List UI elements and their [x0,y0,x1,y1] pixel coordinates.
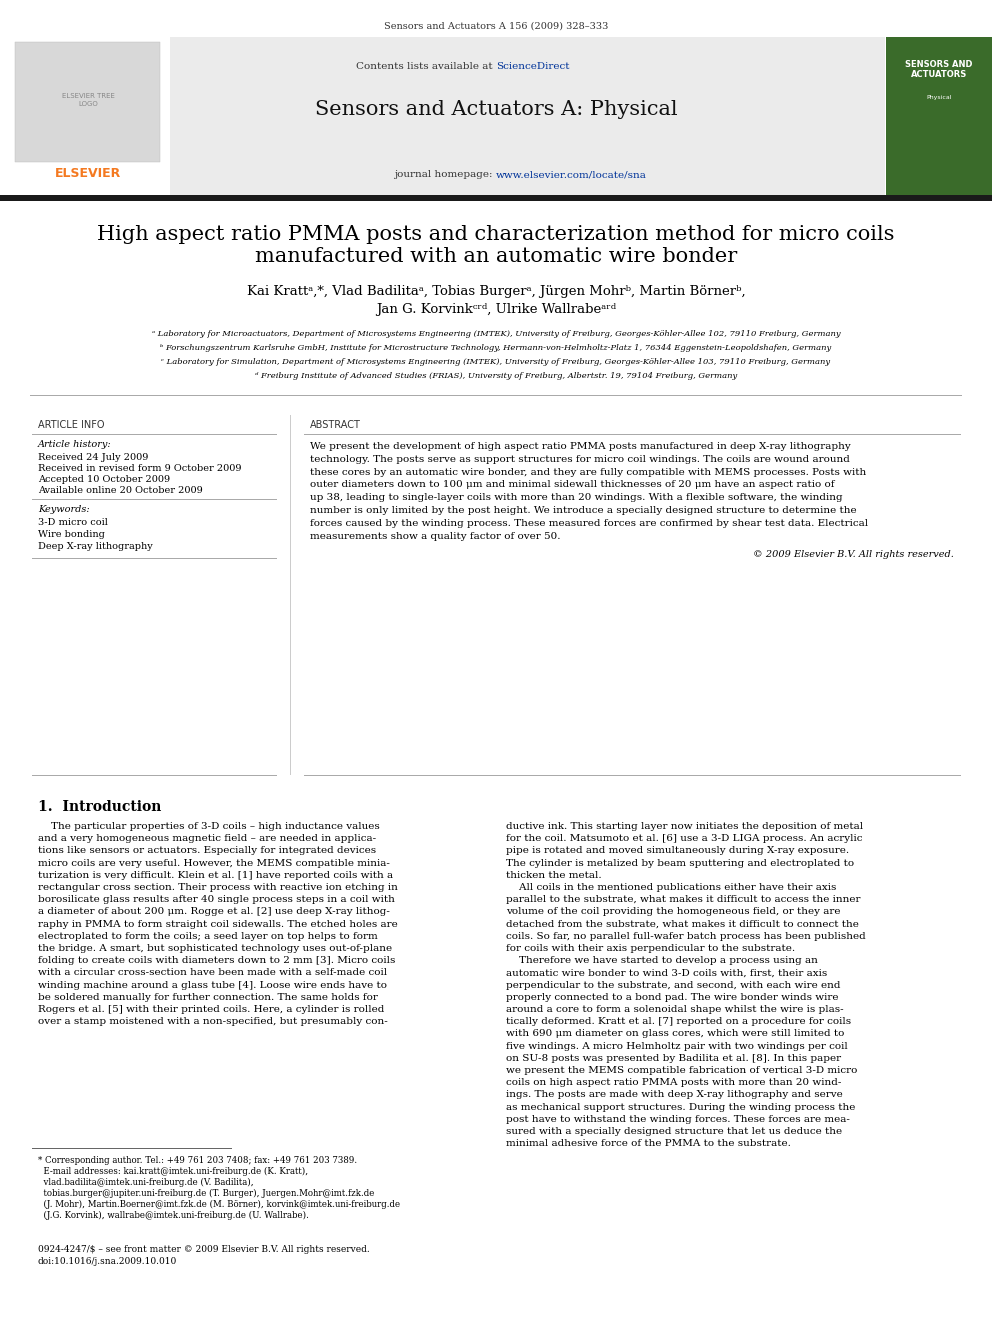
Text: tically deformed. Kratt et al. [7] reported on a procedure for coils: tically deformed. Kratt et al. [7] repor… [506,1017,851,1027]
Text: folding to create coils with diameters down to 2 mm [3]. Micro coils: folding to create coils with diameters d… [38,957,396,966]
Text: vlad.badilita@imtek.uni-freiburg.de (V. Badilita),: vlad.badilita@imtek.uni-freiburg.de (V. … [38,1177,254,1187]
Text: for coils with their axis perpendicular to the substrate.: for coils with their axis perpendicular … [506,945,796,953]
Text: Kai Krattᵃ,*, Vlad Badilitaᵃ, Tobias Burgerᵃ, Jürgen Mohrᵇ, Martin Börnerᵇ,: Kai Krattᵃ,*, Vlad Badilitaᵃ, Tobias Bur… [247,284,745,298]
Text: Article history:: Article history: [38,441,112,448]
Text: Received 24 July 2009: Received 24 July 2009 [38,452,149,462]
Text: (J.G. Korvink), wallrabe@imtek.uni-freiburg.de (U. Wallrabe).: (J.G. Korvink), wallrabe@imtek.uni-freib… [38,1211,309,1220]
Text: with a circular cross-section have been made with a self-made coil: with a circular cross-section have been … [38,968,387,978]
Text: sured with a specially designed structure that let us deduce the: sured with a specially designed structur… [506,1127,842,1136]
Text: Keywords:: Keywords: [38,505,89,515]
Text: number is only limited by the post height. We introduce a specially designed str: number is only limited by the post heigh… [310,505,857,515]
Text: ᵇ Forschungszentrum Karlsruhe GmbH, Institute for Microstructure Technology, Her: ᵇ Forschungszentrum Karlsruhe GmbH, Inst… [161,344,831,352]
Text: a diameter of about 200 μm. Rogge et al. [2] use deep X-ray lithog-: a diameter of about 200 μm. Rogge et al.… [38,908,390,917]
Text: ings. The posts are made with deep X-ray lithography and serve: ings. The posts are made with deep X-ray… [506,1090,843,1099]
Text: High aspect ratio PMMA posts and characterization method for micro coils: High aspect ratio PMMA posts and charact… [97,225,895,243]
Text: winding machine around a glass tube [4]. Loose wire ends have to: winding machine around a glass tube [4].… [38,980,387,990]
Text: Wire bonding: Wire bonding [38,531,105,538]
Text: borosilicate glass results after 40 single process steps in a coil with: borosilicate glass results after 40 sing… [38,896,395,904]
Text: around a core to form a solenoidal shape whilst the wire is plas-: around a core to form a solenoidal shape… [506,1005,843,1013]
Text: pipe is rotated and moved simultaneously during X-ray exposure.: pipe is rotated and moved simultaneously… [506,847,849,856]
Text: raphy in PMMA to form straight coil sidewalls. The etched holes are: raphy in PMMA to form straight coil side… [38,919,398,929]
Text: © 2009 Elsevier B.V. All rights reserved.: © 2009 Elsevier B.V. All rights reserved… [753,550,954,560]
Text: ductive ink. This starting layer now initiates the deposition of metal: ductive ink. This starting layer now ini… [506,822,863,831]
Text: 0924-4247/$ – see front matter © 2009 Elsevier B.V. All rights reserved.: 0924-4247/$ – see front matter © 2009 El… [38,1245,370,1254]
Text: Accepted 10 October 2009: Accepted 10 October 2009 [38,475,170,484]
Text: tions like sensors or actuators. Especially for integrated devices: tions like sensors or actuators. Especia… [38,847,376,856]
Text: micro coils are very useful. However, the MEMS compatible minia-: micro coils are very useful. However, th… [38,859,390,868]
Text: Rogers et al. [5] with their printed coils. Here, a cylinder is rolled: Rogers et al. [5] with their printed coi… [38,1005,384,1013]
Text: parallel to the substrate, what makes it difficult to access the inner: parallel to the substrate, what makes it… [506,896,860,904]
Text: journal homepage:: journal homepage: [394,169,496,179]
Text: ᵃ Laboratory for Microactuators, Department of Microsystems Engineering (IMTEK),: ᵃ Laboratory for Microactuators, Departm… [152,329,840,337]
Text: five windings. A micro Helmholtz pair with two windings per coil: five windings. A micro Helmholtz pair wi… [506,1041,848,1050]
Text: be soldered manually for further connection. The same holds for: be soldered manually for further connect… [38,992,378,1002]
Text: Therefore we have started to develop a process using an: Therefore we have started to develop a p… [506,957,817,966]
Text: measurements show a quality factor of over 50.: measurements show a quality factor of ov… [310,532,560,541]
Text: Jan G. Korvinkᶜʳᵈ, Ulrike Wallrabeᵃʳᵈ: Jan G. Korvinkᶜʳᵈ, Ulrike Wallrabeᵃʳᵈ [376,303,616,316]
Text: ELSEVIER: ELSEVIER [55,167,121,180]
Text: manufactured with an automatic wire bonder: manufactured with an automatic wire bond… [255,247,737,266]
Text: All coils in the mentioned publications either have their axis: All coils in the mentioned publications … [506,882,836,892]
Text: turization is very difficult. Klein et al. [1] have reported coils with a: turization is very difficult. Klein et a… [38,871,393,880]
Text: perpendicular to the substrate, and second, with each wire end: perpendicular to the substrate, and seco… [506,980,840,990]
Text: outer diameters down to 100 μm and minimal sidewall thicknesses of 20 μm have an: outer diameters down to 100 μm and minim… [310,480,834,490]
Text: Received in revised form 9 October 2009: Received in revised form 9 October 2009 [38,464,241,474]
Text: over a stamp moistened with a non-specified, but presumably con-: over a stamp moistened with a non-specif… [38,1017,388,1027]
Text: detached from the substrate, what makes it difficult to connect the: detached from the substrate, what makes … [506,919,859,929]
Text: properly connected to a bond pad. The wire bonder winds wire: properly connected to a bond pad. The wi… [506,992,838,1002]
Text: ScienceDirect: ScienceDirect [496,62,569,71]
Text: Sensors and Actuators A: Physical: Sensors and Actuators A: Physical [314,101,678,119]
Text: www.elsevier.com/locate/sna: www.elsevier.com/locate/sna [496,169,647,179]
Text: electroplated to form the coils; a seed layer on top helps to form: electroplated to form the coils; a seed … [38,931,378,941]
Text: SENSORS AND
ACTUATORS: SENSORS AND ACTUATORS [906,60,973,79]
Text: Contents lists available at: Contents lists available at [356,62,496,71]
Text: The cylinder is metalized by beam sputtering and electroplated to: The cylinder is metalized by beam sputte… [506,859,854,868]
Text: Sensors and Actuators A 156 (2009) 328–333: Sensors and Actuators A 156 (2009) 328–3… [384,22,608,30]
Text: up 38, leading to single-layer coils with more than 20 windings. With a flexible: up 38, leading to single-layer coils wit… [310,493,842,503]
Text: 3-D micro coil: 3-D micro coil [38,519,108,527]
Text: ᵈ Freiburg Institute of Advanced Studies (FRIAS), University of Freiburg, Albert: ᵈ Freiburg Institute of Advanced Studies… [255,372,737,380]
Text: coils on high aspect ratio PMMA posts with more than 20 wind-: coils on high aspect ratio PMMA posts wi… [506,1078,841,1088]
Text: The particular properties of 3-D coils – high inductance values: The particular properties of 3-D coils –… [38,822,380,831]
Text: the bridge. A smart, but sophisticated technology uses out-of-plane: the bridge. A smart, but sophisticated t… [38,945,392,953]
Text: We present the development of high aspect ratio PMMA posts manufactured in deep : We present the development of high aspec… [310,442,851,451]
Text: automatic wire bonder to wind 3-D coils with, first, their axis: automatic wire bonder to wind 3-D coils … [506,968,827,978]
Text: minimal adhesive force of the PMMA to the substrate.: minimal adhesive force of the PMMA to th… [506,1139,791,1148]
Text: as mechanical support structures. During the winding process the: as mechanical support structures. During… [506,1102,855,1111]
Text: ELSEVIER TREE
LOGO: ELSEVIER TREE LOGO [62,94,114,106]
Text: volume of the coil providing the homogeneous field, or they are: volume of the coil providing the homogen… [506,908,840,917]
Text: post have to withstand the winding forces. These forces are mea-: post have to withstand the winding force… [506,1115,850,1123]
Text: forces caused by the winding process. These measured forces are confirmed by she: forces caused by the winding process. Th… [310,519,868,528]
Text: these cores by an automatic wire bonder, and they are fully compatible with MEMS: these cores by an automatic wire bonder,… [310,467,866,476]
Text: (J. Mohr), Martin.Boerner@imt.fzk.de (M. Börner), korvink@imtek.uni-freiburg.de: (J. Mohr), Martin.Boerner@imt.fzk.de (M.… [38,1200,400,1209]
Text: rectangular cross section. Their process with reactive ion etching in: rectangular cross section. Their process… [38,882,398,892]
Text: E-mail addresses: kai.kratt@imtek.uni-freiburg.de (K. Kratt),: E-mail addresses: kai.kratt@imtek.uni-fr… [38,1167,309,1176]
Text: tobias.burger@jupiter.uni-freiburg.de (T. Burger), Juergen.Mohr@imt.fzk.de: tobias.burger@jupiter.uni-freiburg.de (T… [38,1189,374,1199]
Text: Deep X-ray lithography: Deep X-ray lithography [38,542,153,550]
Text: Available online 20 October 2009: Available online 20 October 2009 [38,486,202,495]
Text: ARTICLE INFO: ARTICLE INFO [38,419,104,430]
Text: 1.  Introduction: 1. Introduction [38,800,162,814]
Text: ᶜ Laboratory for Simulation, Department of Microsystems Engineering (IMTEK), Uni: ᶜ Laboratory for Simulation, Department … [162,359,830,366]
Text: thicken the metal.: thicken the metal. [506,871,601,880]
Text: Physical: Physical [927,95,951,101]
Text: * Corresponding author. Tel.: +49 761 203 7408; fax: +49 761 203 7389.: * Corresponding author. Tel.: +49 761 20… [38,1156,357,1166]
Text: for the coil. Matsumoto et al. [6] use a 3-D LIGA process. An acrylic: for the coil. Matsumoto et al. [6] use a… [506,835,862,843]
Text: coils. So far, no parallel full-wafer batch process has been published: coils. So far, no parallel full-wafer ba… [506,931,866,941]
Text: with 690 μm diameter on glass cores, which were still limited to: with 690 μm diameter on glass cores, whi… [506,1029,844,1039]
Text: technology. The posts serve as support structures for micro coil windings. The c: technology. The posts serve as support s… [310,455,850,464]
Text: we present the MEMS compatible fabrication of vertical 3-D micro: we present the MEMS compatible fabricati… [506,1066,857,1076]
Text: ABSTRACT: ABSTRACT [310,419,361,430]
Text: doi:10.1016/j.sna.2009.10.010: doi:10.1016/j.sna.2009.10.010 [38,1257,178,1266]
Text: and a very homogeneous magnetic field – are needed in applica-: and a very homogeneous magnetic field – … [38,835,376,843]
Text: on SU-8 posts was presented by Badilita et al. [8]. In this paper: on SU-8 posts was presented by Badilita … [506,1054,841,1062]
